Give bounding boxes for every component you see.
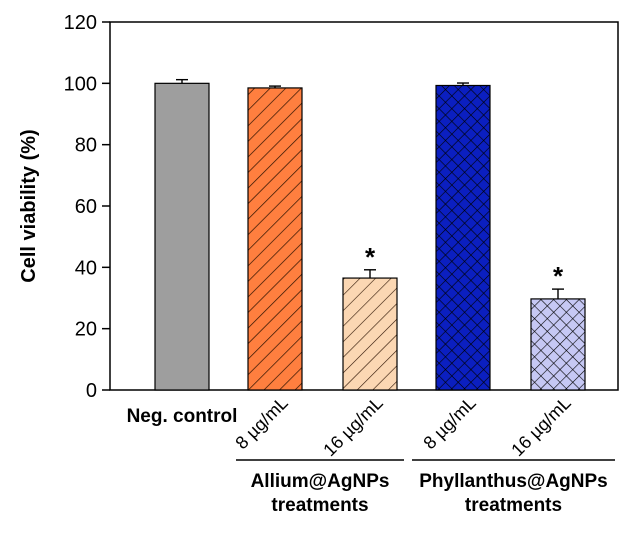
- group-label-line1: Allium@AgNPs: [251, 471, 390, 492]
- x-category-label: 16 µg/mL: [507, 393, 574, 460]
- y-tick-label: 100: [64, 73, 97, 95]
- x-category-label: 8 µg/mL: [231, 393, 291, 453]
- bar-2: [247, 85, 303, 391]
- y-tick-label: 120: [64, 12, 97, 34]
- y-axis-title: Cell viability (%): [18, 129, 40, 282]
- bar-5: *: [530, 261, 586, 391]
- bar-pattern: [436, 85, 490, 390]
- group-label-line1: Phyllanthus@AgNPs: [419, 471, 608, 492]
- x-category-label: Neg. control: [127, 406, 238, 427]
- y-tick-label: 80: [75, 135, 97, 157]
- bar-pattern: [531, 298, 585, 390]
- y-tick-label: 0: [86, 380, 97, 402]
- bar-3: *: [342, 242, 398, 391]
- bar-4: [435, 82, 491, 391]
- bar-pattern: [248, 87, 302, 390]
- bar-1: [154, 78, 210, 391]
- group-label-line2: treatments: [465, 495, 562, 516]
- x-category-label: 16 µg/mL: [319, 393, 386, 460]
- bar-fill: [155, 83, 209, 390]
- significance-marker: *: [365, 242, 376, 272]
- significance-marker: *: [553, 261, 564, 291]
- bars: **: [154, 78, 586, 391]
- group-label-line2: treatments: [271, 495, 368, 516]
- x-category-label: 8 µg/mL: [419, 393, 479, 453]
- y-tick-label: 20: [75, 319, 97, 341]
- y-tick-label: 40: [75, 257, 97, 279]
- bar-pattern: [343, 278, 397, 390]
- y-axis: 0 20 40 60 80 100 120: [64, 12, 110, 402]
- y-tick-label: 60: [75, 196, 97, 218]
- group-labels: Allium@AgNPs treatments Phyllanthus@AgNPs t…: [236, 459, 615, 516]
